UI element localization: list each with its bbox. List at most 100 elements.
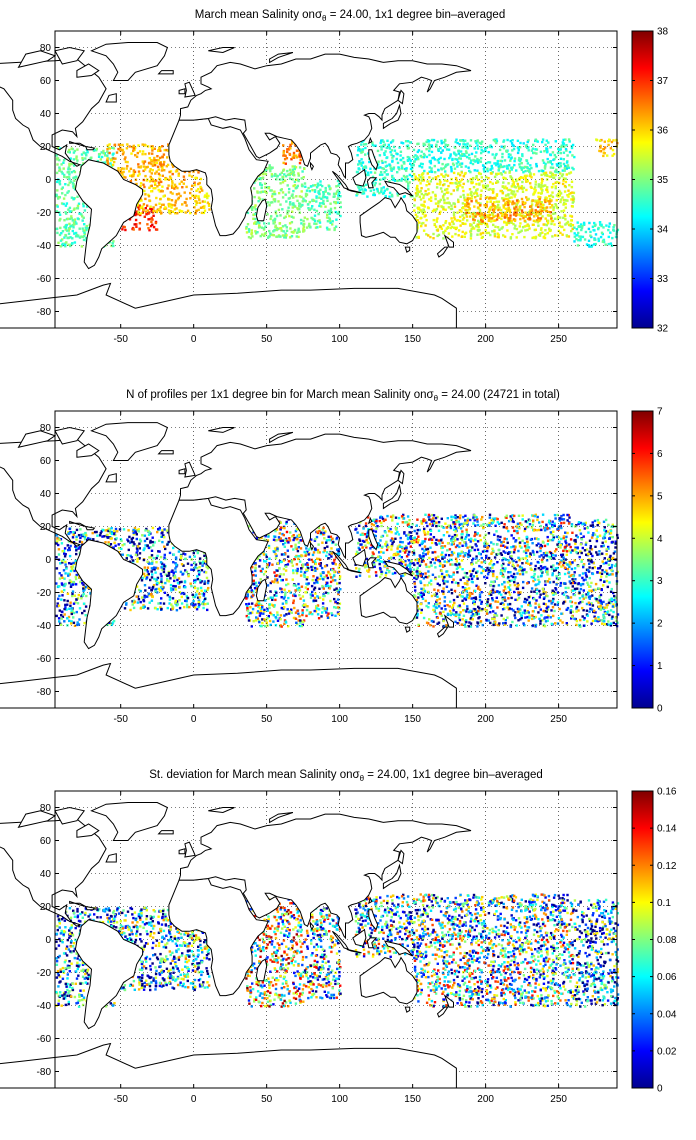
- data-cell: [150, 593, 153, 596]
- data-cell: [76, 207, 79, 210]
- data-cell: [163, 194, 166, 197]
- data-cell: [302, 197, 305, 200]
- y-tick-label: -80: [37, 307, 52, 318]
- data-cell: [110, 244, 113, 248]
- data-cell: [510, 156, 513, 159]
- data-cell: [70, 584, 73, 587]
- data-cell: [111, 242, 114, 245]
- data-cell: [475, 189, 478, 192]
- data-cell: [541, 140, 544, 144]
- data-cell: [292, 189, 295, 193]
- data-cell: [203, 554, 206, 557]
- data-cell: [164, 176, 167, 180]
- data-cell: [524, 169, 527, 173]
- data-cell: [451, 235, 454, 238]
- data-cell: [104, 541, 107, 544]
- data-cell: [507, 219, 510, 223]
- data-cell: [546, 186, 549, 189]
- data-cell: [391, 175, 394, 179]
- data-cell: [418, 190, 421, 194]
- data-cell: [70, 622, 73, 625]
- data-cell: [511, 179, 514, 182]
- data-cell: [152, 566, 156, 569]
- data-cell: [171, 607, 174, 611]
- data-cell: [328, 185, 331, 188]
- data-cell: [297, 546, 300, 549]
- data-cell: [444, 143, 447, 146]
- data-cell: [65, 241, 68, 244]
- data-cell: [75, 155, 78, 158]
- data-cell: [430, 150, 434, 154]
- data-cell: [482, 186, 485, 189]
- data-cell: [56, 537, 59, 540]
- data-cell: [562, 145, 566, 148]
- data-cell: [512, 222, 515, 226]
- data-cell: [171, 210, 174, 213]
- data-cell: [486, 214, 489, 217]
- data-cell: [378, 191, 381, 195]
- data-cell: [539, 228, 543, 231]
- data-cell: [99, 531, 102, 535]
- data-cell: [180, 563, 184, 566]
- data-cell: [470, 190, 473, 194]
- data-cell: [139, 589, 142, 593]
- data-cell: [487, 210, 490, 214]
- data-cell: [183, 191, 186, 194]
- data-cell: [142, 208, 145, 212]
- data-cell: [61, 559, 64, 563]
- data-cell: [497, 169, 500, 172]
- data-cell: [158, 183, 161, 186]
- data-cell: [72, 186, 75, 190]
- data-cell: [507, 193, 510, 196]
- panel-title: N of profiles per 1x1 degree bin for Mar…: [126, 389, 560, 403]
- data-cell: [139, 540, 143, 543]
- data-cell: [201, 189, 204, 192]
- data-cell: [530, 176, 533, 179]
- data-cell: [78, 540, 82, 543]
- data-cell: [463, 196, 466, 199]
- data-cell: [163, 160, 166, 164]
- data-cell: [439, 187, 443, 190]
- data-cell: [308, 208, 311, 211]
- data-cell: [73, 241, 77, 244]
- data-cell: [85, 585, 88, 589]
- data-cell: [444, 188, 447, 192]
- data-cell: [378, 182, 382, 186]
- data-cell: [384, 165, 388, 168]
- data-cell: [559, 192, 563, 195]
- data-cell: [404, 140, 408, 143]
- data-cell: [557, 192, 560, 196]
- data-cell: [382, 140, 385, 143]
- data-cell: [492, 210, 496, 214]
- data-cell: [494, 214, 497, 218]
- data-cell: [175, 207, 178, 210]
- data-cell: [436, 234, 439, 238]
- data-cell: [144, 589, 147, 592]
- data-cell: [504, 185, 507, 188]
- data-cell: [444, 229, 447, 232]
- data-cell: [74, 577, 78, 581]
- data-cell: [517, 184, 520, 188]
- data-cell: [166, 606, 169, 610]
- data-cell: [194, 212, 197, 215]
- data-cell: [329, 210, 332, 213]
- data-cell: [478, 210, 482, 214]
- data-cell: [82, 202, 85, 205]
- data-cell: [504, 197, 508, 201]
- data-cell: [409, 162, 412, 165]
- data-cell: [255, 222, 258, 225]
- data-cell: [137, 206, 140, 209]
- data-cell: [533, 187, 536, 191]
- data-cell: [100, 151, 103, 154]
- data-cell: [70, 620, 73, 623]
- data-cell: [593, 221, 596, 225]
- data-cell: [471, 212, 475, 216]
- data-cell: [68, 222, 71, 226]
- data-cell: [111, 153, 114, 156]
- data-cell: [140, 199, 143, 202]
- data-cell: [524, 211, 527, 214]
- data-cell: [130, 152, 133, 155]
- data-cell: [174, 201, 177, 204]
- data-cell: [479, 172, 482, 176]
- data-cell: [314, 226, 318, 229]
